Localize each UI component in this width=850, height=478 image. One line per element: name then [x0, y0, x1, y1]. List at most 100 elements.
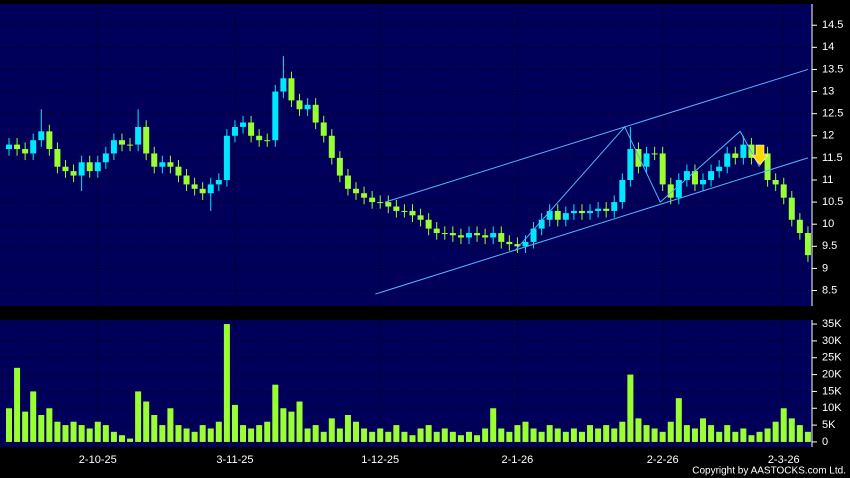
candle-body	[215, 179, 222, 185]
candle-body	[716, 166, 723, 172]
volume-bar	[167, 408, 174, 442]
volume-bar	[30, 391, 37, 442]
candle-body	[780, 184, 787, 198]
volume-bar	[465, 431, 472, 442]
y-tick-label: 13.5	[822, 63, 843, 75]
volume-bar	[522, 421, 529, 442]
volume-bar	[474, 435, 481, 442]
volume-bar	[385, 431, 392, 442]
volume-bar	[796, 425, 803, 442]
candle-body	[514, 244, 521, 247]
volume-bar	[603, 425, 610, 442]
volume-bar	[264, 421, 271, 442]
candle-body	[344, 175, 351, 189]
volume-bar	[772, 421, 779, 442]
volume-bar	[627, 374, 634, 442]
candle-body	[183, 175, 190, 185]
volume-bar	[14, 367, 21, 442]
y-tick-label: 0	[822, 436, 828, 448]
volume-bar	[546, 425, 553, 442]
volume-bar	[86, 428, 93, 442]
candle-body	[772, 179, 779, 185]
candle-body	[296, 100, 303, 110]
candle-body	[570, 210, 577, 214]
y-tick-label: 35K	[822, 318, 842, 330]
volume-bar	[240, 425, 247, 442]
volume-bar	[530, 428, 537, 442]
volume-bar	[304, 428, 311, 442]
candle-body	[264, 140, 271, 142]
candle-body	[700, 179, 707, 185]
candle-body	[708, 171, 715, 180]
y-tick-label: 10K	[822, 402, 842, 414]
volume-bar	[409, 435, 416, 442]
volume-bar	[659, 431, 666, 442]
candle-body	[207, 184, 214, 194]
candle-body	[457, 235, 464, 238]
volume-bar	[312, 425, 319, 442]
candle-body	[393, 206, 400, 211]
candle-body	[449, 233, 456, 236]
candle-body	[248, 122, 255, 136]
y-tick-label: 11.5	[822, 152, 843, 164]
candle-body	[30, 140, 37, 154]
volume-bar	[320, 431, 327, 442]
volume-bar	[215, 421, 222, 442]
volume-bar	[183, 428, 190, 442]
candle-body	[578, 210, 585, 214]
candle-body	[538, 219, 545, 229]
volume-bar	[6, 408, 12, 442]
x-tick-label: 3-11-25	[216, 454, 253, 466]
candle-body	[433, 228, 440, 234]
volume-bar	[94, 421, 101, 442]
volume-bar	[562, 431, 569, 442]
y-tick-label: 5K	[822, 419, 836, 431]
volume-bar	[490, 408, 497, 442]
volume-bar	[127, 438, 134, 442]
candle-body	[377, 202, 384, 204]
candle-body	[304, 104, 311, 110]
candle-body	[143, 126, 150, 154]
candle-body	[369, 197, 376, 203]
y-tick-label: 8.5	[822, 284, 837, 296]
candle-body	[724, 153, 731, 167]
volume-bar	[110, 431, 117, 442]
candle-body	[361, 193, 368, 198]
volume-bar	[135, 391, 142, 442]
x-tick-label: 2-2-26	[647, 454, 679, 466]
volume-bar	[272, 384, 279, 442]
volume-bar	[151, 414, 158, 442]
volume-bar	[54, 421, 61, 442]
candle-body	[465, 233, 472, 238]
volume-bar	[506, 431, 513, 442]
candle-body	[14, 144, 21, 150]
marks: 8.5 9 9.5 10 10.5 11 11.5 12 12.5 13 13.5 14 14.5 0 5K…	[0, 4, 843, 466]
volume-bar	[683, 425, 690, 442]
trend-line	[384, 68, 809, 203]
candle-body	[70, 171, 77, 176]
volume-bar	[344, 414, 351, 442]
candle-body	[280, 78, 287, 92]
volume-bar	[667, 421, 674, 442]
volume-bar	[804, 431, 811, 442]
volume-bar	[70, 421, 77, 442]
candle-body	[562, 213, 569, 220]
candle-body	[62, 166, 69, 172]
volume-bar	[231, 404, 238, 442]
candle-body	[336, 157, 343, 176]
candle-body	[231, 126, 238, 136]
candle-body	[151, 153, 158, 167]
x-tick-label: 2-1-26	[502, 454, 534, 466]
candle-body	[611, 202, 618, 211]
candle-body	[110, 140, 117, 154]
candle-body	[6, 144, 12, 150]
trend-line	[375, 157, 809, 295]
candle-body	[94, 162, 101, 172]
volume-bar	[22, 411, 29, 442]
candle-body	[272, 91, 279, 141]
candle-body	[312, 104, 319, 123]
candle-body	[78, 162, 85, 176]
volume-bar	[643, 425, 650, 442]
price-panel	[0, 4, 812, 306]
volume-bar	[457, 435, 464, 442]
